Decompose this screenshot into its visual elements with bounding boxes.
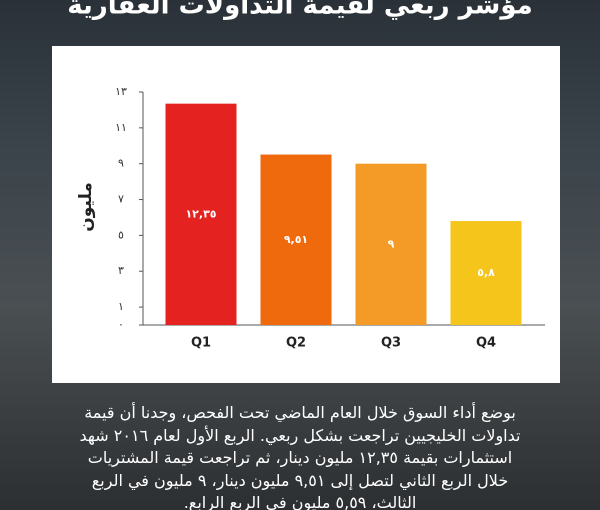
y-tick-label: ٠ — [118, 318, 124, 331]
x-tick-label: Q3 — [381, 336, 401, 351]
chart-title: مؤشر ربعي لقيمة التداولات العقارية — [67, 0, 533, 21]
x-tick-label: Q1 — [191, 336, 211, 351]
y-tick-label: ١١ — [115, 121, 127, 134]
y-tick-label: ٥ — [118, 228, 124, 241]
bar — [450, 221, 522, 325]
value-label: ٥,٨ — [477, 266, 495, 279]
chart: مؤشر ربعي لقيمة التداولات العقارية مليون… — [67, 0, 545, 351]
value-label: ٩,٥١ — [284, 233, 308, 246]
bar — [355, 163, 427, 325]
x-tick-label: Q4 — [476, 336, 496, 351]
paragraph-line: استثمارات بقيمة ١٢,٣٥ مليون دينار، ثم تر… — [87, 448, 513, 467]
paragraph-line: خلال الربع الثاني لتصل إلى ٩,٥١ مليون دي… — [91, 470, 509, 490]
value-label: ١٢,٣٥ — [185, 207, 216, 220]
bar — [260, 154, 332, 325]
x-tick-label: Q2 — [286, 336, 306, 351]
y-tick-label: ١٣ — [115, 85, 127, 98]
y-tick-label: ٣ — [118, 264, 124, 277]
paragraph-line: تداولات الخليجيين تراجعت بشكل ربعي. الرب… — [79, 425, 521, 445]
y-tick-label: ٧ — [118, 193, 124, 206]
y-tick-label: ١ — [118, 300, 124, 313]
value-label: ٩ — [388, 237, 395, 250]
paragraph-line: الثالث، ٥,٥٩ مليون في الربع الرابع. — [183, 493, 417, 510]
paragraph-line: بوضع أداء السوق خلال العام الماضي تحت ال… — [84, 403, 516, 422]
paragraph: بوضع أداء السوق خلال العام الماضي تحت ال… — [40, 402, 560, 510]
y-axis-label: مليون — [76, 182, 96, 232]
bar — [165, 103, 237, 326]
y-tick-label: ٩ — [118, 157, 124, 170]
